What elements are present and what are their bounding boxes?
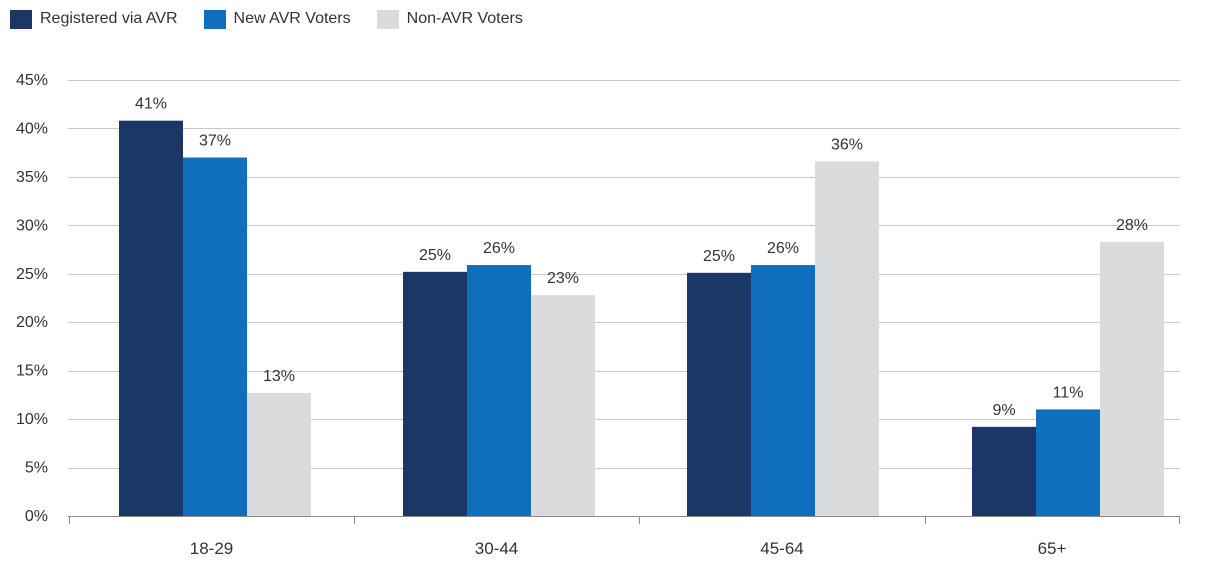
data-label-30-44-new-avr-voters: 26%: [483, 240, 515, 257]
x-category-label-45-64: 45-64: [760, 539, 803, 558]
legend-label-non-avr-voters: Non-AVR Voters: [406, 10, 523, 27]
bar-18-29-new-avr-voters: [183, 157, 247, 516]
data-label-30-44-registered-via-avr: 25%: [419, 247, 451, 264]
x-category-label-18-29: 18-29: [190, 539, 233, 558]
y-tick-label-0: 0%: [25, 508, 48, 525]
bar-18-29-registered-via-avr: [119, 120, 183, 517]
data-label-30-44-non-avr-voters: 23%: [547, 270, 579, 287]
legend-item-non-avr-voters: Non-AVR Voters: [376, 9, 523, 29]
x-category-label-65: 65+: [1038, 539, 1067, 558]
bar-65-non-avr-voters: [1100, 241, 1164, 516]
data-label-18-29-registered-via-avr: 41%: [135, 96, 167, 113]
y-tick-label-30: 30%: [16, 217, 48, 234]
bar-45-64-non-avr-voters: [815, 161, 879, 517]
x-axis: [68, 516, 1180, 524]
y-tick-label-15: 15%: [16, 363, 48, 380]
bar-30-44-non-avr-voters: [531, 295, 595, 516]
data-label-65-new-avr-voters: 11%: [1053, 384, 1084, 401]
bar-65-registered-via-avr: [972, 426, 1036, 516]
data-label-65-registered-via-avr: 9%: [992, 402, 1015, 419]
bar-45-64-new-avr-voters: [751, 265, 815, 516]
legend-item-registered-via-avr: Registered via AVR: [10, 9, 178, 29]
y-axis-tick-labels: 0% 5% 10% 15% 20% 25% 30% 35% 40% 45%: [16, 72, 48, 525]
bar-45-64-registered-via-avr: [687, 272, 751, 516]
y-tick-label-20: 20%: [16, 314, 48, 331]
legend-swatch-new-avr-voters: [203, 9, 226, 29]
legend-swatch-registered-via-avr: [10, 9, 32, 29]
data-label-45-64-new-avr-voters: 26%: [767, 240, 799, 257]
data-label-65-non-avr-voters: 28%: [1116, 217, 1148, 234]
legend-label-registered-via-avr: Registered via AVR: [40, 10, 178, 27]
x-category-label-30-44: 30-44: [475, 539, 518, 558]
bar-65-new-avr-voters: [1036, 409, 1100, 516]
bar-18-29-non-avr-voters: [247, 392, 311, 516]
y-tick-label-5: 5%: [25, 460, 48, 477]
y-tick-label-35: 35%: [16, 169, 48, 186]
data-label-45-64-registered-via-avr: 25%: [703, 248, 735, 265]
y-tick-label-10: 10%: [16, 411, 48, 428]
data-label-45-64-non-avr-voters: 36%: [831, 136, 863, 153]
bar-30-44-new-avr-voters: [467, 265, 531, 516]
legend-swatch-non-avr-voters: [376, 9, 399, 29]
legend-item-new-avr-voters: New AVR Voters: [203, 9, 351, 29]
y-tick-label-45: 45%: [16, 72, 48, 89]
data-labels: 41% 37% 13% 25% 26% 23% 25% 26% 36% 9% 11% 28%: [135, 96, 1148, 419]
legend-label-new-avr-voters: New AVR Voters: [233, 10, 351, 27]
data-label-18-29-new-avr-voters: 37%: [199, 133, 231, 150]
data-label-18-29-non-avr-voters: 13%: [263, 368, 295, 385]
y-tick-label-25: 25%: [16, 266, 48, 283]
bars: [119, 120, 1164, 517]
bar-30-44-registered-via-avr: [403, 271, 467, 516]
x-axis-category-labels: 18-29 30-44 45-64 65+: [190, 539, 1067, 558]
y-tick-label-40: 40%: [16, 120, 48, 137]
chart-legend: Registered via AVR New AVR Voters Non-AV…: [10, 8, 549, 30]
